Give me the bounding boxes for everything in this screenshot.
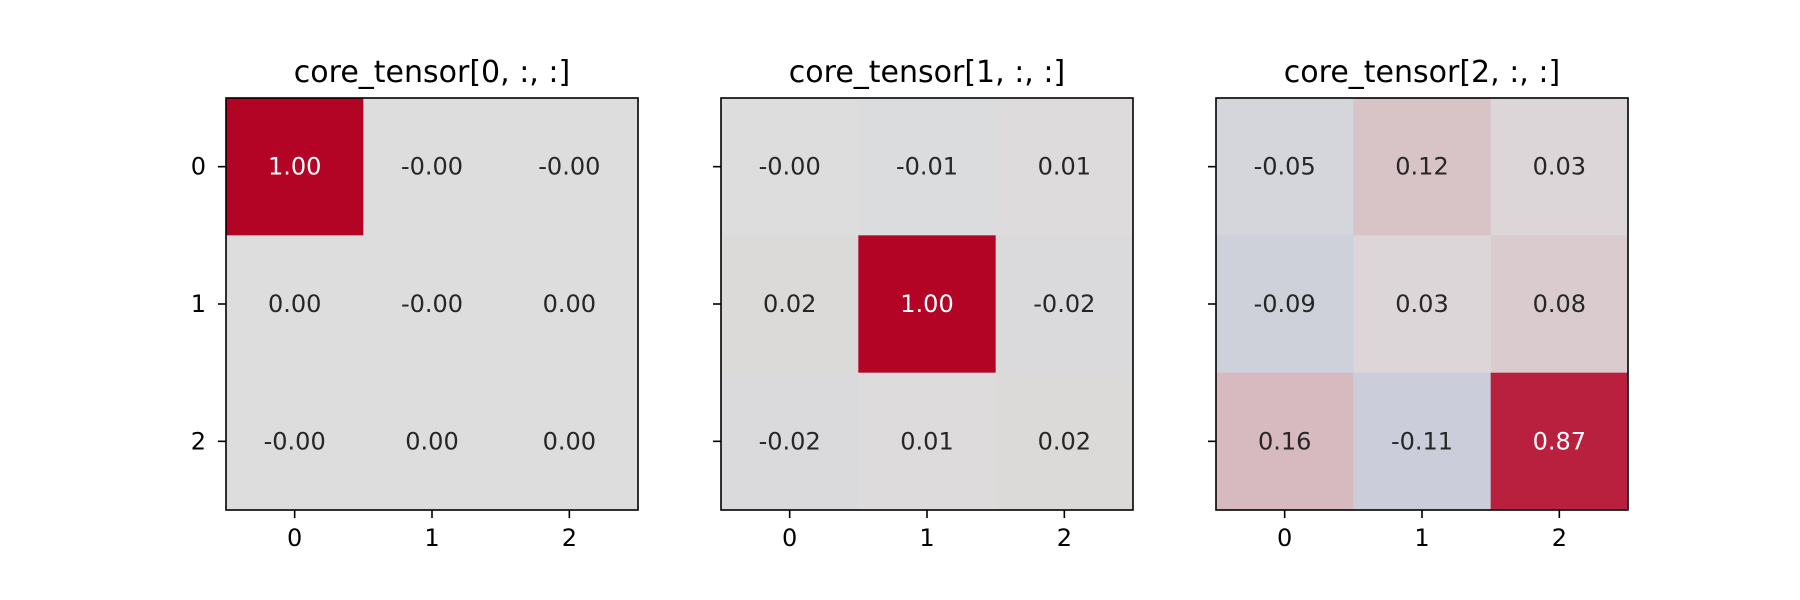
heatmap-cell	[226, 372, 364, 511]
heatmap-cell	[500, 372, 639, 511]
heatmap-cell	[1490, 372, 1629, 511]
cell-value-label: -0.01	[896, 153, 958, 181]
heatmap-cell	[858, 235, 997, 374]
heatmap-cell	[995, 98, 1134, 236]
heatmap-cell	[363, 98, 502, 236]
heatmap-cell	[995, 372, 1134, 511]
x-tick-label: 2	[1057, 524, 1072, 552]
heatmap-cell	[1216, 235, 1354, 374]
cell-value-label: 0.03	[1533, 153, 1586, 181]
cell-value-label: 0.01	[900, 427, 953, 455]
cell-value-label: -0.00	[264, 427, 326, 455]
heatmap-panel-0: core_tensor[0, :, :] 1.00 -0.00 -0.00 0.00 -0…	[191, 55, 639, 552]
panel-title: core_tensor[1, :, :]	[789, 55, 1065, 90]
y-tick-label: 0	[191, 153, 206, 181]
cell-value-label: -0.05	[1254, 153, 1316, 181]
x-tick-label: 1	[424, 524, 439, 552]
cell-value-label: 0.00	[268, 290, 321, 318]
cell-value-label: 0.03	[1395, 290, 1448, 318]
cell-value-label: -0.00	[401, 290, 463, 318]
heatmap-cell	[1353, 372, 1492, 511]
cell-value-label: -0.00	[538, 153, 600, 181]
heatmap-cell	[721, 98, 859, 236]
cell-value-label: 1.00	[268, 153, 321, 181]
heatmap-cell	[1353, 98, 1492, 236]
x-tick-label: 0	[782, 524, 797, 552]
heatmap-cell	[226, 98, 364, 236]
heatmap-cell	[363, 235, 502, 374]
cell-value-label: 0.02	[763, 290, 816, 318]
heatmap-cell	[721, 372, 859, 511]
cell-value-label: 0.00	[543, 427, 596, 455]
heatmap-cell	[858, 98, 997, 236]
y-tick-label: 2	[191, 427, 206, 455]
heatmap-cell	[1216, 98, 1354, 236]
x-tick-label: 0	[287, 524, 302, 552]
heatmap-cell	[363, 372, 502, 511]
cell-value-label: 0.02	[1038, 427, 1091, 455]
cell-value-label: 0.12	[1395, 153, 1448, 181]
cell-value-label: 0.08	[1533, 290, 1586, 318]
cell-value-label: 1.00	[900, 290, 953, 318]
cell-value-label: 0.16	[1258, 427, 1311, 455]
heatmap-cell	[500, 235, 639, 374]
cell-value-label: -0.00	[759, 153, 821, 181]
cell-value-label: -0.02	[1033, 290, 1095, 318]
heatmap-panel-1: core_tensor[1, :, :] -0.00 -0.01 0.01 0.02 1.…	[713, 55, 1134, 552]
heatmap-cell	[995, 235, 1134, 374]
x-tick-label: 2	[1552, 524, 1567, 552]
cell-value-label: -0.02	[759, 427, 821, 455]
cell-value-label: 0.00	[543, 290, 596, 318]
cell-value-label: 0.01	[1038, 153, 1091, 181]
x-tick-label: 1	[919, 524, 934, 552]
heatmap-cell	[500, 98, 639, 236]
heatmap-cell	[1490, 235, 1629, 374]
panel-title: core_tensor[2, :, :]	[1284, 55, 1560, 90]
heatmap-cell	[226, 235, 364, 374]
x-tick-label: 0	[1277, 524, 1292, 552]
x-tick-label: 1	[1414, 524, 1429, 552]
y-tick-label: 1	[191, 290, 206, 318]
x-tick-label: 2	[562, 524, 577, 552]
cell-value-label: 0.00	[405, 427, 458, 455]
heatmap-panel-2: core_tensor[2, :, :] -0.05 0.12 0.03 -0.09 0.…	[1208, 55, 1629, 552]
heatmap-cell	[1216, 372, 1354, 511]
heatmap-cell	[1490, 98, 1629, 236]
panel-title: core_tensor[0, :, :]	[294, 55, 570, 90]
heatmap-cell	[858, 372, 997, 511]
cell-value-label: -0.09	[1254, 290, 1316, 318]
cell-value-label: 0.87	[1533, 427, 1586, 455]
heatmap-cell	[1353, 235, 1492, 374]
cell-value-label: -0.11	[1391, 427, 1453, 455]
cell-value-label: -0.00	[401, 153, 463, 181]
heatmap-cell	[721, 235, 859, 374]
